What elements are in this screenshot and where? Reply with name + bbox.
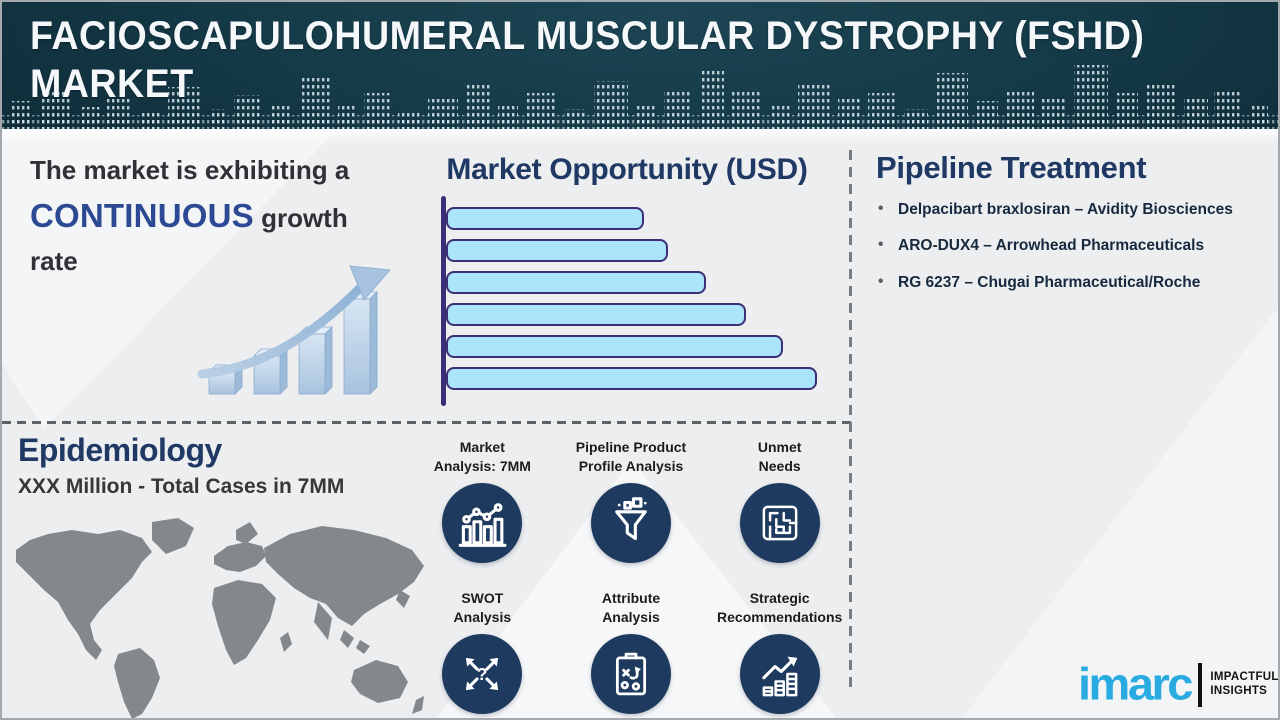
epidemiology-subtitle: XXX Million - Total Cases in 7MM bbox=[18, 475, 345, 498]
imarc-wordmark: imarc bbox=[1078, 657, 1193, 709]
city-skyline-illustration bbox=[2, 65, 1278, 129]
feature-label: Attribute Analysis bbox=[601, 590, 661, 625]
logo-divider-bar bbox=[1197, 663, 1203, 707]
growth-arrow-bars-icon bbox=[761, 656, 798, 697]
maze-icon bbox=[762, 505, 798, 541]
market-opportunity-bar bbox=[446, 367, 817, 390]
market-opportunity-bar bbox=[446, 303, 747, 326]
pipeline-treatment-list: Delpacibart braxlosiran – Avidity Biosci… bbox=[876, 199, 1271, 309]
pipeline-item: RG 6237 – Chugai Pharmaceutical/Roche bbox=[876, 272, 1271, 292]
header-banner: FACIOSCAPULOHUMERAL MUSCULAR DYSTROPHY (… bbox=[2, 2, 1278, 129]
clipboard-strategy-icon bbox=[615, 652, 647, 696]
pipeline-item: Delpacibart braxlosiran – Avidity Biosci… bbox=[876, 199, 1271, 219]
growth-statement-suffix: growth rate bbox=[30, 203, 348, 277]
feature-label: Market Analysis: 7MM bbox=[433, 439, 531, 474]
market-opportunity-bar bbox=[446, 335, 784, 358]
feature-label: Strategic Recommendations bbox=[717, 590, 843, 625]
vertical-dashed-divider bbox=[849, 150, 852, 690]
svg-text:?: ? bbox=[477, 664, 488, 684]
feature-unmet-needs: Unmet Needs bbox=[705, 438, 854, 563]
growth-statement-highlight: CONTINUOUS bbox=[30, 197, 254, 235]
growth-statement-prefix: The market is exhibiting a bbox=[30, 155, 350, 185]
page-title: FACIOSCAPULOHUMERAL MUSCULAR DYSTROPHY (… bbox=[30, 14, 1145, 106]
funnel-icon bbox=[615, 497, 647, 541]
feature-market-analysis: Market Analysis: 7MM bbox=[408, 438, 557, 563]
bar-chart-axis bbox=[441, 196, 446, 406]
growth-bars-arrow-illustration bbox=[197, 265, 391, 395]
horizontal-dashed-divider bbox=[2, 421, 851, 424]
feature-swot-analysis: SWOT Analysis ? bbox=[408, 589, 557, 714]
imarc-logo: imarc IMPACTFUL INSIGHTS bbox=[1078, 652, 1279, 714]
logo-tagline: IMPACTFUL INSIGHTS bbox=[1210, 671, 1279, 697]
feature-pipeline-product: Pipeline Product Profile Analysis bbox=[557, 438, 706, 563]
market-opportunity-bar bbox=[446, 239, 669, 262]
epidemiology-title: Epidemiology bbox=[18, 432, 222, 468]
market-opportunity-bar bbox=[446, 271, 706, 294]
feature-label: Unmet Needs bbox=[757, 439, 802, 474]
pipeline-item: ARO-DUX4 – Arrowhead Pharmaceuticals bbox=[876, 235, 1271, 255]
bar-chart-bars bbox=[446, 198, 844, 404]
swot-arrows-question-icon: ? bbox=[466, 657, 499, 691]
feature-label: SWOT Analysis bbox=[453, 590, 512, 625]
header-divider-glow bbox=[2, 129, 1278, 145]
pipeline-treatment-title: Pipeline Treatment bbox=[876, 150, 1147, 185]
growth-statement: The market is exhibiting a CONTINUOUS gr… bbox=[30, 150, 412, 282]
market-opportunity-title: Market Opportunity (USD) bbox=[446, 153, 808, 186]
feature-label: Pipeline Product Profile Analysis bbox=[575, 439, 687, 474]
analysis-feature-grid: Market Analysis: 7MM Pipeline Product Pr… bbox=[408, 438, 854, 714]
feature-strategic-recommendations: Strategic Recommendations bbox=[705, 589, 854, 714]
market-opportunity-bar bbox=[446, 207, 644, 230]
bar-chart-trend-icon bbox=[459, 503, 507, 547]
feature-attribute-analysis: Attribute Analysis bbox=[557, 589, 706, 714]
world-map-illustration bbox=[16, 518, 424, 718]
